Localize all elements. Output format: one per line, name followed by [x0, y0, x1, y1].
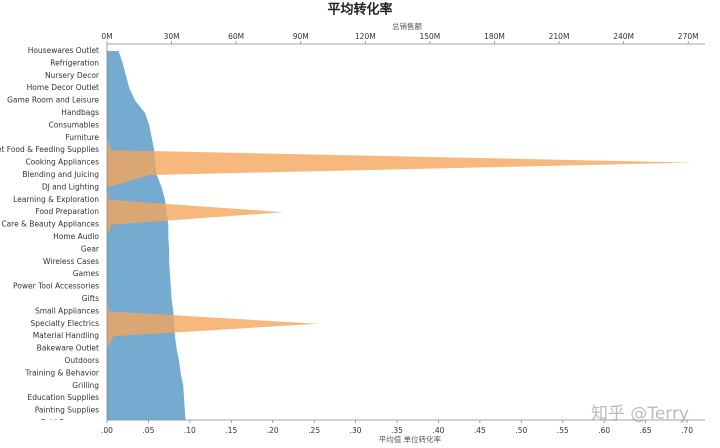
x-tick-label: .55	[557, 426, 569, 435]
x-tick-label: .50	[515, 426, 527, 435]
y-tick-label: Gifts	[82, 294, 99, 303]
plot: Housewares Outlet Refrigeration Nursery De…	[0, 46, 693, 427]
x2-tick-label: 90M	[293, 32, 309, 41]
chart-title: 平均转化率	[327, 2, 392, 18]
y-tick-label: Hair Care & Beauty Appliances	[0, 220, 99, 229]
y-tick-label: Home Audio	[53, 232, 99, 241]
y-tick-label: Gear	[81, 244, 100, 253]
y-tick-label: Outdoors	[64, 356, 99, 365]
area	[107, 51, 693, 420]
y-tick-label: Game Room and Leisure	[7, 96, 99, 105]
x2-axis-label: 总销售额	[392, 21, 422, 31]
x-tick-label: .30	[350, 426, 362, 435]
y-tick-label: Handbags	[61, 108, 99, 117]
y-tick-label: Games	[73, 269, 99, 278]
x-tick-label: .25	[308, 426, 320, 435]
area	[107, 51, 186, 420]
x2-tick-label: 270M	[678, 32, 699, 41]
x-tick-label: .65	[640, 426, 652, 435]
y-tick-label: Education Supplies	[28, 393, 100, 402]
y-tick-label: Bakeware Outlet	[37, 344, 99, 353]
y-tick-label: Consumables	[48, 120, 99, 129]
y-tick-label: Learning & Exploration	[13, 195, 99, 204]
y-tick-label: Wireless Cases	[43, 257, 99, 266]
x-tick-label: .45	[474, 426, 486, 435]
x-axis-label: 平均值 单位转化率	[379, 434, 442, 444]
y-tick-label: Blending and Juicing	[22, 170, 99, 179]
axes: .00 .05 .10 .15 .20 .25 .30 .35 .40 .45 .50 .55 .60.…	[101, 32, 705, 435]
y-tick-label: Cooking Appliances	[25, 158, 99, 167]
y-tick-label: Material Handling	[33, 331, 100, 340]
x2-tick-label: 150M	[419, 32, 440, 41]
y-tick-label: Grilling	[72, 381, 99, 390]
x-tick-label: .35	[391, 426, 403, 435]
y-tick-label: Specialty Electrics	[31, 319, 100, 328]
y-tick-label: Home Decor Outlet	[27, 83, 99, 92]
x-tick-label: .15	[225, 426, 237, 435]
x2-tick-label: 30M	[164, 32, 180, 41]
x-tick-label: .00	[101, 426, 113, 435]
x-tick-label: .20	[267, 426, 279, 435]
y-tick-label: Furniture	[65, 133, 99, 142]
x-tick-label: .60	[598, 426, 610, 435]
x-tick-label: .10	[184, 426, 196, 435]
watermark: 知乎 @Terry	[591, 404, 689, 424]
y-tick-label: DJ and Lighting	[42, 182, 99, 191]
y-tick-label: Cold Beverages	[40, 418, 99, 427]
y-tick-label: Nursery Decor	[45, 71, 100, 80]
y-tick-label: Food Preparation	[35, 207, 99, 216]
x2-tick-label: 60M	[228, 32, 244, 41]
x2-tick-label: 180M	[484, 32, 505, 41]
y-tick-label: Power Tool Accessories	[13, 282, 99, 291]
x2-tick-label: 240M	[613, 32, 634, 41]
x2-tick-label: 210M	[549, 32, 570, 41]
y-tick-label: Training & Behavior	[24, 368, 99, 377]
y-tick-label: Refrigeration	[50, 58, 99, 67]
x2-tick-label: 0M	[101, 32, 112, 41]
x2-tick-label: 120M	[355, 32, 376, 41]
y-tick-label: Painting Supplies	[35, 406, 99, 415]
x-tick-label: .40	[432, 426, 444, 435]
x-tick-label: .05	[142, 426, 154, 435]
y-tick-label: Small Appliances	[35, 306, 99, 315]
x-tick-label: .70	[681, 426, 693, 435]
y-tick-label: Pet Food & Feeding Supplies	[0, 145, 99, 154]
y-tick-label: Housewares Outlet	[28, 46, 99, 55]
